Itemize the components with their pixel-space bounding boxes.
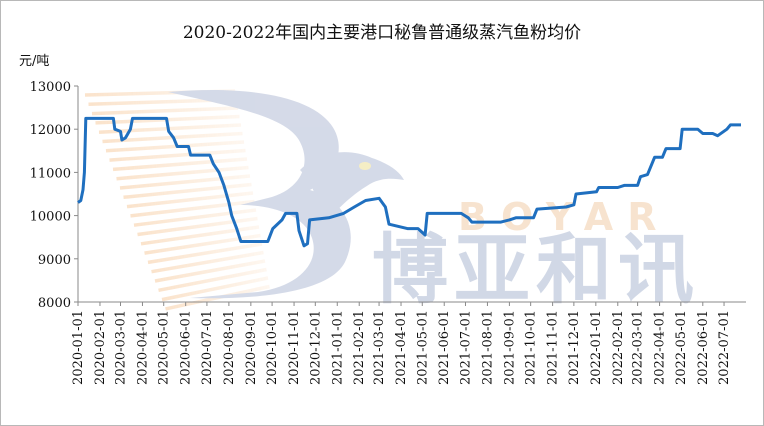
x-tick-label: 2020-09-01 (244, 310, 259, 385)
x-tick-label: 2022-03-01 (631, 310, 646, 385)
logo-beam (133, 208, 257, 227)
logo-beam (98, 123, 242, 134)
logo-beam (112, 157, 248, 172)
x-tick-label: 2022-05-01 (674, 310, 689, 385)
logo-beam (123, 182, 252, 200)
x-tick-label: 2020-06-01 (179, 310, 194, 385)
x-tick-label: 2022-02-01 (611, 310, 626, 385)
x-tick-label: 2020-08-01 (222, 310, 237, 385)
logo-beam (130, 199, 255, 218)
x-tick-label: 2020-04-01 (135, 310, 150, 385)
logo-beam (161, 276, 269, 302)
logo-beam (116, 165, 249, 181)
x-tick-label: 2020-02-01 (93, 310, 108, 385)
x-tick-label: 2020-10-01 (265, 310, 280, 385)
logo-beam (154, 259, 266, 283)
x-tick-label: 2022-04-01 (653, 310, 668, 385)
x-tick-label: 2020-03-01 (114, 310, 129, 385)
x-tick-label: 2022-01-01 (589, 310, 604, 385)
x-tick-label: 2021-06-01 (437, 310, 452, 385)
chart-title: 2020-2022年国内主要港口秘鲁普通级蒸汽鱼粉均价 (182, 23, 582, 43)
y-tick-label: 12000 (30, 123, 71, 138)
x-tick-label: 2021-10-01 (524, 310, 539, 385)
x-axis-ticks: 2020-01-01 2020-02-01 2020-03-01 2020-04-01… (71, 302, 732, 385)
y-axis-ticks: 8000 9000 10000 11000 12000 13000 (30, 80, 78, 311)
x-tick-label: 2022-06-01 (696, 310, 711, 385)
logo-beam (109, 148, 246, 162)
x-tick-label: 2021-03-01 (372, 310, 387, 385)
x-tick-label: 2020-05-01 (157, 310, 172, 385)
x-tick-label: 2021-11-01 (546, 310, 561, 385)
x-tick-label: 2021-07-01 (458, 310, 473, 385)
x-tick-label: 2021-01-01 (330, 310, 345, 385)
y-tick-label: 9000 (38, 253, 71, 268)
logo-beam (137, 216, 258, 237)
logo-beam (144, 233, 261, 255)
x-tick-label: 2020-11-01 (287, 310, 302, 385)
watermark-chinese-text: 博亚和讯 (372, 225, 700, 314)
x-tick-label: 2021-05-01 (415, 310, 430, 385)
y-tick-label: 13000 (30, 80, 71, 95)
logo-beam (151, 250, 264, 274)
x-tick-label: 2021-08-01 (480, 310, 495, 385)
watermark-latin-text: BOYAR (458, 195, 670, 239)
axes (77, 86, 746, 303)
logo-beam (91, 106, 239, 116)
x-tick-label: 2021-12-01 (567, 310, 582, 385)
logo-beam (140, 225, 260, 246)
y-axis-unit-label: 元/吨 (19, 54, 50, 69)
x-tick-label: 2020-12-01 (308, 310, 323, 385)
y-tick-label: 11000 (30, 166, 71, 181)
x-tick-label: 2022-07-01 (717, 310, 732, 385)
y-tick-label: 8000 (38, 296, 71, 311)
logo-bird-eye (359, 162, 371, 170)
x-tick-label: 2021-09-01 (502, 310, 517, 385)
logo-beam (119, 174, 251, 190)
x-tick-label: 2020-01-01 (71, 310, 86, 385)
y-tick-label: 10000 (30, 210, 71, 225)
x-tick-label: 2021-04-01 (394, 310, 409, 385)
logo-beam (105, 140, 245, 153)
logo-beam (147, 242, 263, 265)
logo-beam (158, 267, 267, 293)
x-tick-label: 2021-02-01 (352, 310, 367, 385)
logo-b-shape (168, 90, 351, 299)
series-line (77, 116, 741, 248)
boyar-logo-watermark: BOYAR 博亚和讯 (84, 89, 700, 314)
x-tick-label: 2020-07-01 (200, 310, 215, 385)
logo-beam (126, 191, 254, 209)
